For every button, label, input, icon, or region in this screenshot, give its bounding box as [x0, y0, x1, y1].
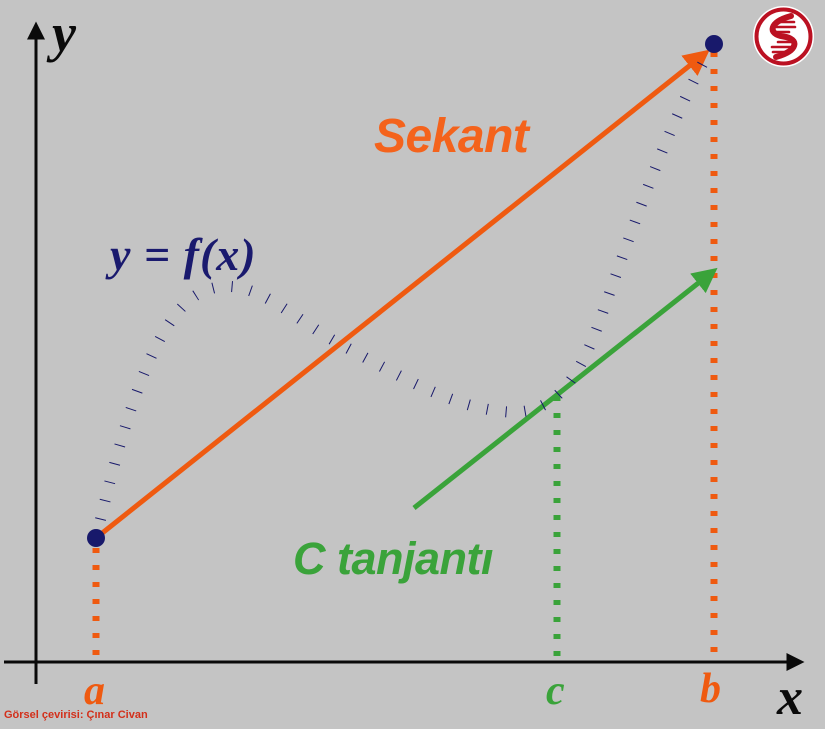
y-axis-label: y [52, 3, 76, 63]
function-curve [90, 41, 719, 540]
dna-helix-logo [753, 6, 814, 67]
axis-lines [4, 21, 805, 684]
curve-equation-label: y = f(x) [110, 229, 257, 280]
x-tick-label-c: c [546, 668, 565, 714]
secant-line [94, 49, 710, 540]
translation-credit: Görsel çevirisi: Çınar Civan [4, 709, 148, 721]
tangent-label: C tanjantı [293, 533, 494, 584]
tangent-line [412, 267, 718, 510]
dna-helix-icon [754, 7, 813, 66]
point-b-marker [705, 35, 723, 53]
point-a-marker [87, 529, 105, 547]
secant-label: Sekant [374, 110, 529, 163]
x-tick-label-b: b [700, 666, 721, 712]
droplines [92, 52, 718, 661]
x-tick-label-a: a [84, 668, 105, 714]
x-axis-label: x [777, 669, 803, 726]
